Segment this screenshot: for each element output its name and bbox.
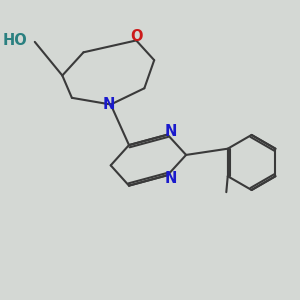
Text: N: N <box>103 97 116 112</box>
Text: N: N <box>164 171 177 186</box>
Text: N: N <box>164 124 177 139</box>
Text: HO: HO <box>3 33 28 48</box>
Text: O: O <box>130 28 142 44</box>
